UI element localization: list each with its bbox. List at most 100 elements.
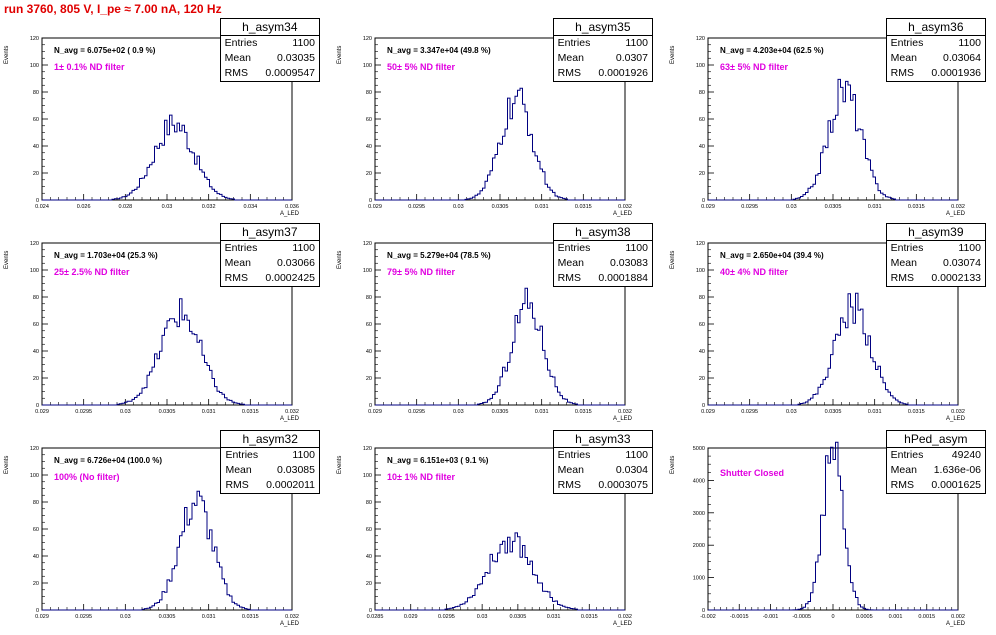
stats-box: h_asym32 Entries 1100 Mean 0.03085 RMS 0.00020… bbox=[220, 430, 320, 494]
x-axis-label: A_LED bbox=[946, 416, 966, 422]
x-tick-label: 0.0315 bbox=[908, 409, 925, 415]
stats-rms-label: RMS bbox=[890, 272, 915, 284]
y-tick-label: 20 bbox=[699, 171, 705, 177]
y-tick-label: 60 bbox=[366, 527, 372, 533]
n-avg-label: N_avg = 5.279e+04 (78.5 %) bbox=[387, 251, 491, 260]
x-tick-label: 0.0315 bbox=[575, 204, 592, 210]
stats-rms-row: RMS 0.0009547 bbox=[221, 66, 319, 81]
stats-entries-row: Entries 1100 bbox=[221, 36, 319, 51]
stats-mean-row: Mean 0.03035 bbox=[221, 51, 319, 66]
y-tick-label: 40 bbox=[699, 349, 705, 355]
y-tick-label: 0 bbox=[702, 608, 705, 614]
stats-mean-value: 0.03035 bbox=[277, 52, 315, 64]
x-tick-label: 0.031 bbox=[535, 204, 549, 210]
stats-mean-label: Mean bbox=[557, 52, 584, 64]
x-tick-label: 0.029 bbox=[368, 409, 382, 415]
stats-mean-row: Mean 0.03066 bbox=[221, 256, 319, 271]
y-tick-label: 20 bbox=[699, 376, 705, 382]
n-avg-label: N_avg = 2.650e+04 (39.4 %) bbox=[720, 251, 824, 260]
x-tick-label: 0.026 bbox=[77, 204, 91, 210]
histogram-grid: 0 20 40 60 80 100 120 0.024 0.026 0.028 0.03 0.032 0… bbox=[0, 18, 986, 627]
stats-rms-value: 0.0003075 bbox=[598, 479, 648, 491]
y-tick-label: 80 bbox=[33, 295, 39, 301]
x-tick-label: 0.032 bbox=[618, 409, 632, 415]
histogram-panel-h_asym33: 0 20 40 60 80 100 120 0.0285 0.029 0.0295 0.03 0.03… bbox=[333, 428, 663, 635]
x-axis-label: A_LED bbox=[613, 416, 633, 422]
stats-rms-row: RMS 0.0002425 bbox=[221, 271, 319, 286]
stats-rms-value: 0.0002133 bbox=[931, 272, 981, 284]
x-tick-label: 0.0015 bbox=[918, 614, 935, 620]
x-tick-label: 0.032 bbox=[618, 204, 632, 210]
stats-rms-row: RMS 0.0001625 bbox=[887, 478, 985, 493]
stats-mean-value: 0.03085 bbox=[277, 464, 315, 476]
x-tick-label: 0.029 bbox=[35, 614, 49, 620]
stats-box: hPed_asym Entries 49240 Mean 1.636e-06 RMS 0.0… bbox=[885, 430, 986, 494]
x-tick-label: 0.0295 bbox=[438, 614, 455, 620]
stats-mean-row: Mean 1.636e-06 bbox=[887, 463, 985, 478]
n-avg-label: N_avg = 4.203e+04 (62.5 %) bbox=[720, 46, 824, 55]
x-tick-label: -0.0015 bbox=[730, 614, 749, 620]
y-tick-label: 120 bbox=[30, 446, 39, 452]
histogram-panel-h_asym34: 0 20 40 60 80 100 120 0.024 0.026 0.028 0.03 0.032 0… bbox=[0, 18, 330, 225]
y-tick-label: 20 bbox=[366, 581, 372, 587]
stats-mean-value: 0.03083 bbox=[610, 257, 648, 269]
histogram-plot-h_asym36: 0 20 40 60 80 100 120 0.029 0.0295 0.03 0.0305 0.03… bbox=[696, 36, 965, 210]
y-axis-label: Events bbox=[337, 250, 343, 269]
stats-box-title: h_asym38 bbox=[553, 224, 652, 241]
x-tick-label: 0.0295 bbox=[75, 614, 92, 620]
y-tick-label: 0 bbox=[36, 608, 39, 614]
stats-rms-label: RMS bbox=[557, 272, 582, 284]
x-tick-label: 0.03 bbox=[786, 204, 797, 210]
y-tick-label: 80 bbox=[366, 500, 372, 506]
filter-label: 63± 5% ND filter bbox=[720, 62, 788, 72]
histogram-line-h_asym32 bbox=[42, 490, 292, 611]
x-tick-label: 0.03 bbox=[120, 614, 131, 620]
x-tick-label: 0.03 bbox=[453, 409, 464, 415]
y-tick-label: 60 bbox=[366, 117, 372, 123]
y-tick-label: 5000 bbox=[693, 446, 705, 452]
y-tick-label: 0 bbox=[702, 198, 705, 204]
y-tick-label: 0 bbox=[369, 608, 372, 614]
filter-label: 79± 5% ND filter bbox=[387, 267, 455, 277]
x-tick-label: 0.0305 bbox=[159, 614, 176, 620]
stats-box-title: h_asym39 bbox=[886, 224, 985, 241]
stats-rms-label: RMS bbox=[890, 479, 915, 491]
n-avg-label: N_avg = 6.075e+02 ( 0.9 %) bbox=[54, 46, 156, 55]
stats-entries-label: Entries bbox=[557, 37, 591, 49]
stats-box-title: hPed_asym bbox=[886, 431, 985, 448]
stats-entries-label: Entries bbox=[224, 242, 258, 254]
x-tick-label: 0.032 bbox=[285, 409, 299, 415]
x-tick-label: 0.03 bbox=[477, 614, 488, 620]
stats-mean-value: 0.03064 bbox=[943, 52, 981, 64]
stats-entries-value: 1100 bbox=[292, 242, 315, 254]
x-tick-label: 0 bbox=[831, 614, 834, 620]
y-tick-label: 60 bbox=[33, 322, 39, 328]
y-tick-label: 100 bbox=[30, 473, 39, 479]
stats-box-title: h_asym35 bbox=[553, 19, 652, 36]
stats-entries-row: Entries 1100 bbox=[887, 241, 985, 256]
stats-box-title: h_asym37 bbox=[220, 224, 319, 241]
x-axis-label: A_LED bbox=[613, 211, 633, 217]
y-tick-label: 20 bbox=[366, 376, 372, 382]
stats-mean-row: Mean 0.0307 bbox=[554, 51, 652, 66]
n-avg-label: N_avg = 3.347e+04 (49.8 %) bbox=[387, 46, 491, 55]
stats-entries-label: Entries bbox=[557, 242, 591, 254]
y-tick-label: 40 bbox=[33, 349, 39, 355]
stats-box: h_asym38 Entries 1100 Mean 0.03083 RMS 0.00018… bbox=[552, 223, 653, 287]
x-tick-label: 0.0315 bbox=[242, 409, 259, 415]
histogram-panel-h_asym38: 0 20 40 60 80 100 120 0.029 0.0295 0.03 0.0305 0.03… bbox=[333, 223, 663, 430]
stats-mean-label: Mean bbox=[890, 464, 917, 476]
x-tick-label: 0.029 bbox=[701, 409, 715, 415]
stats-mean-value: 0.03066 bbox=[277, 257, 315, 269]
stats-box: h_asym39 Entries 1100 Mean 0.03074 RMS 0.00021… bbox=[885, 223, 986, 287]
y-tick-label: 0 bbox=[36, 403, 39, 409]
stats-entries-value: 1100 bbox=[292, 37, 315, 49]
run-title: run 3760, 805 V, I_pe ≈ 7.00 nA, 120 Hz bbox=[4, 2, 222, 16]
stats-mean-label: Mean bbox=[225, 464, 252, 476]
histogram-line-h_asym38 bbox=[375, 287, 625, 406]
x-tick-label: -0.0005 bbox=[792, 614, 811, 620]
n-avg-label: N_avg = 1.703e+04 (25.3 %) bbox=[54, 251, 158, 260]
y-tick-label: 20 bbox=[366, 171, 372, 177]
stats-entries-label: Entries bbox=[224, 37, 258, 49]
stats-entries-label: Entries bbox=[890, 242, 924, 254]
